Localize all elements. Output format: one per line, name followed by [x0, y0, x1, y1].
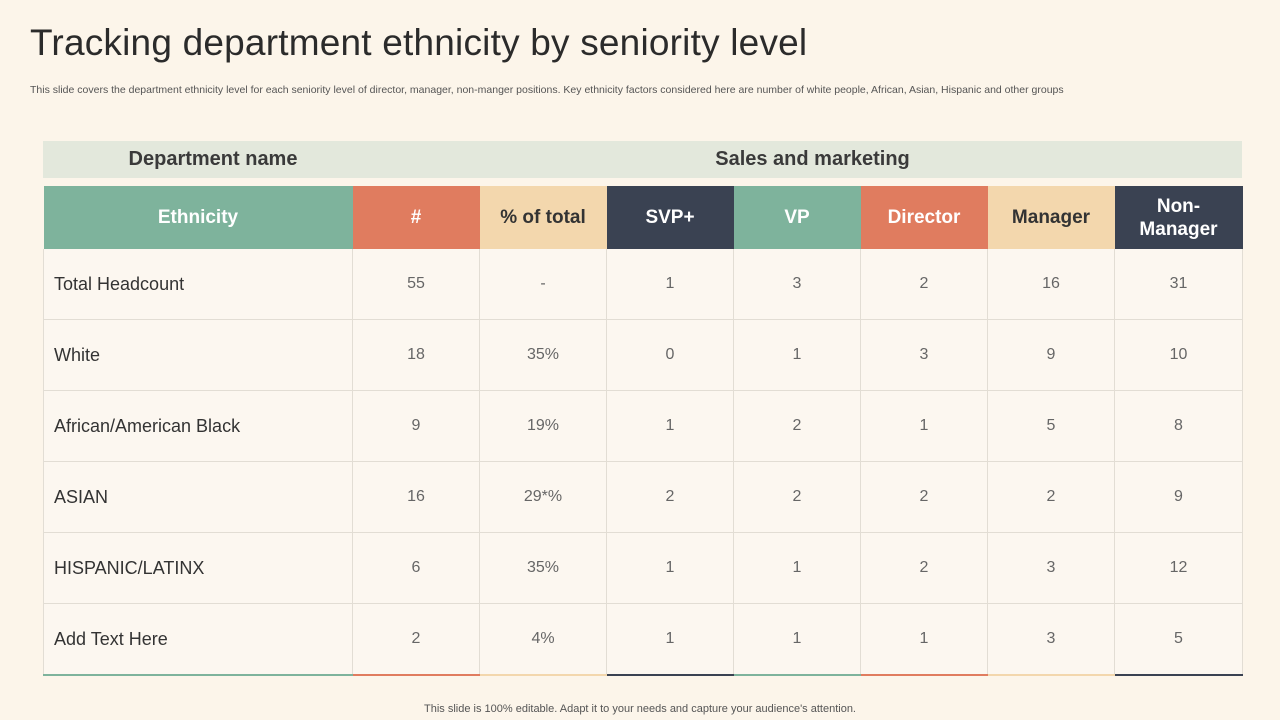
row-ethnicity: Add Text Here — [43, 603, 353, 676]
cell-percent: 19% — [479, 390, 607, 462]
cell-director: 1 — [860, 603, 988, 676]
department-band: Department name Sales and marketing — [43, 141, 1242, 178]
table-row: White 18 35% 0 1 3 9 10 — [43, 319, 1243, 391]
cell-director: 2 — [860, 461, 988, 533]
cell-manager: 5 — [987, 390, 1115, 462]
cell-director: 1 — [860, 390, 988, 462]
table-row: ASIAN 16 29*% 2 2 2 2 9 — [43, 461, 1243, 533]
cell-vp: 1 — [733, 603, 861, 676]
table-header-row: Ethnicity # % of total SVP+ VP Director … — [43, 186, 1243, 249]
cell-non-manager: 12 — [1114, 532, 1243, 604]
header-non-manager: Non- Manager — [1114, 186, 1243, 249]
cell-count: 55 — [352, 249, 480, 320]
row-ethnicity: African/American Black — [43, 390, 353, 462]
cell-director: 2 — [860, 532, 988, 604]
cell-director: 3 — [860, 319, 988, 391]
cell-svp: 1 — [606, 390, 734, 462]
cell-vp: 3 — [733, 249, 861, 320]
row-ethnicity: Total Headcount — [43, 249, 353, 320]
cell-non-manager: 5 — [1114, 603, 1243, 676]
row-ethnicity: ASIAN — [43, 461, 353, 533]
cell-manager: 2 — [987, 461, 1115, 533]
header-director: Director — [860, 186, 988, 249]
page-title: Tracking department ethnicity by seniori… — [30, 22, 808, 63]
cell-count: 9 — [352, 390, 480, 462]
header-count: # — [352, 186, 480, 249]
header-manager: Manager — [987, 186, 1115, 249]
department-label: Department name — [128, 148, 298, 170]
cell-manager: 3 — [987, 603, 1115, 676]
header-percent-of-total: % of total — [479, 186, 607, 249]
footer-note: This slide is 100% editable. Adapt it to… — [424, 703, 856, 715]
department-value: Sales and marketing — [715, 148, 910, 170]
cell-count: 16 — [352, 461, 480, 533]
row-ethnicity: HISPANIC/LATINX — [43, 532, 353, 604]
cell-non-manager: 31 — [1114, 249, 1243, 320]
cell-count: 6 — [352, 532, 480, 604]
cell-manager: 9 — [987, 319, 1115, 391]
cell-manager: 16 — [987, 249, 1115, 320]
cell-percent: 29*% — [479, 461, 607, 533]
cell-non-manager: 8 — [1114, 390, 1243, 462]
cell-vp: 1 — [733, 319, 861, 391]
cell-vp: 2 — [733, 461, 861, 533]
cell-count: 18 — [352, 319, 480, 391]
cell-percent: 35% — [479, 532, 607, 604]
cell-svp: 2 — [606, 461, 734, 533]
table-row: HISPANIC/LATINX 6 35% 1 1 2 3 12 — [43, 532, 1243, 604]
cell-svp: 1 — [606, 532, 734, 604]
row-ethnicity: White — [43, 319, 353, 391]
cell-count: 2 — [352, 603, 480, 676]
cell-non-manager: 10 — [1114, 319, 1243, 391]
cell-svp: 0 — [606, 319, 734, 391]
ethnicity-table: Ethnicity # % of total SVP+ VP Director … — [43, 186, 1243, 676]
cell-percent: 35% — [479, 319, 607, 391]
cell-svp: 1 — [606, 603, 734, 676]
table-row: Add Text Here 2 4% 1 1 1 3 5 — [43, 603, 1243, 676]
page-subtitle: This slide covers the department ethnici… — [30, 84, 1064, 96]
header-svp: SVP+ — [606, 186, 734, 249]
cell-percent: - — [479, 249, 607, 320]
cell-percent: 4% — [479, 603, 607, 676]
cell-director: 2 — [860, 249, 988, 320]
header-vp: VP — [733, 186, 861, 249]
cell-manager: 3 — [987, 532, 1115, 604]
table-row: Total Headcount 55 - 1 3 2 16 31 — [43, 249, 1243, 320]
cell-vp: 2 — [733, 390, 861, 462]
cell-non-manager: 9 — [1114, 461, 1243, 533]
cell-vp: 1 — [733, 532, 861, 604]
cell-svp: 1 — [606, 249, 734, 320]
header-ethnicity: Ethnicity — [43, 186, 353, 249]
table-row: African/American Black 9 19% 1 2 1 5 8 — [43, 390, 1243, 462]
